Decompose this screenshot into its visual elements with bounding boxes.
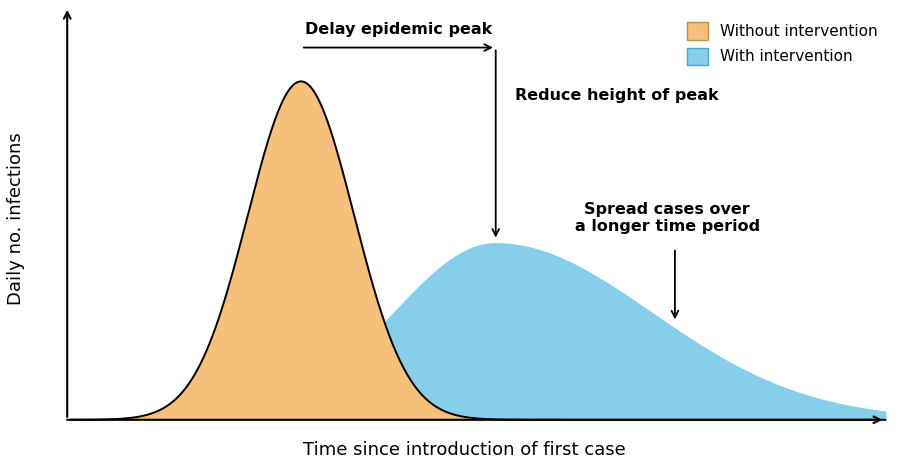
X-axis label: Time since introduction of first case: Time since introduction of first case — [303, 441, 626, 459]
Y-axis label: Daily no. infections: Daily no. infections — [7, 132, 25, 305]
Text: Delay epidemic peak: Delay epidemic peak — [305, 22, 492, 37]
Legend: Without intervention, With intervention: Without intervention, With intervention — [679, 14, 886, 73]
Text: Reduce height of peak: Reduce height of peak — [515, 88, 719, 103]
Text: Spread cases over
a longer time period: Spread cases over a longer time period — [574, 202, 760, 234]
